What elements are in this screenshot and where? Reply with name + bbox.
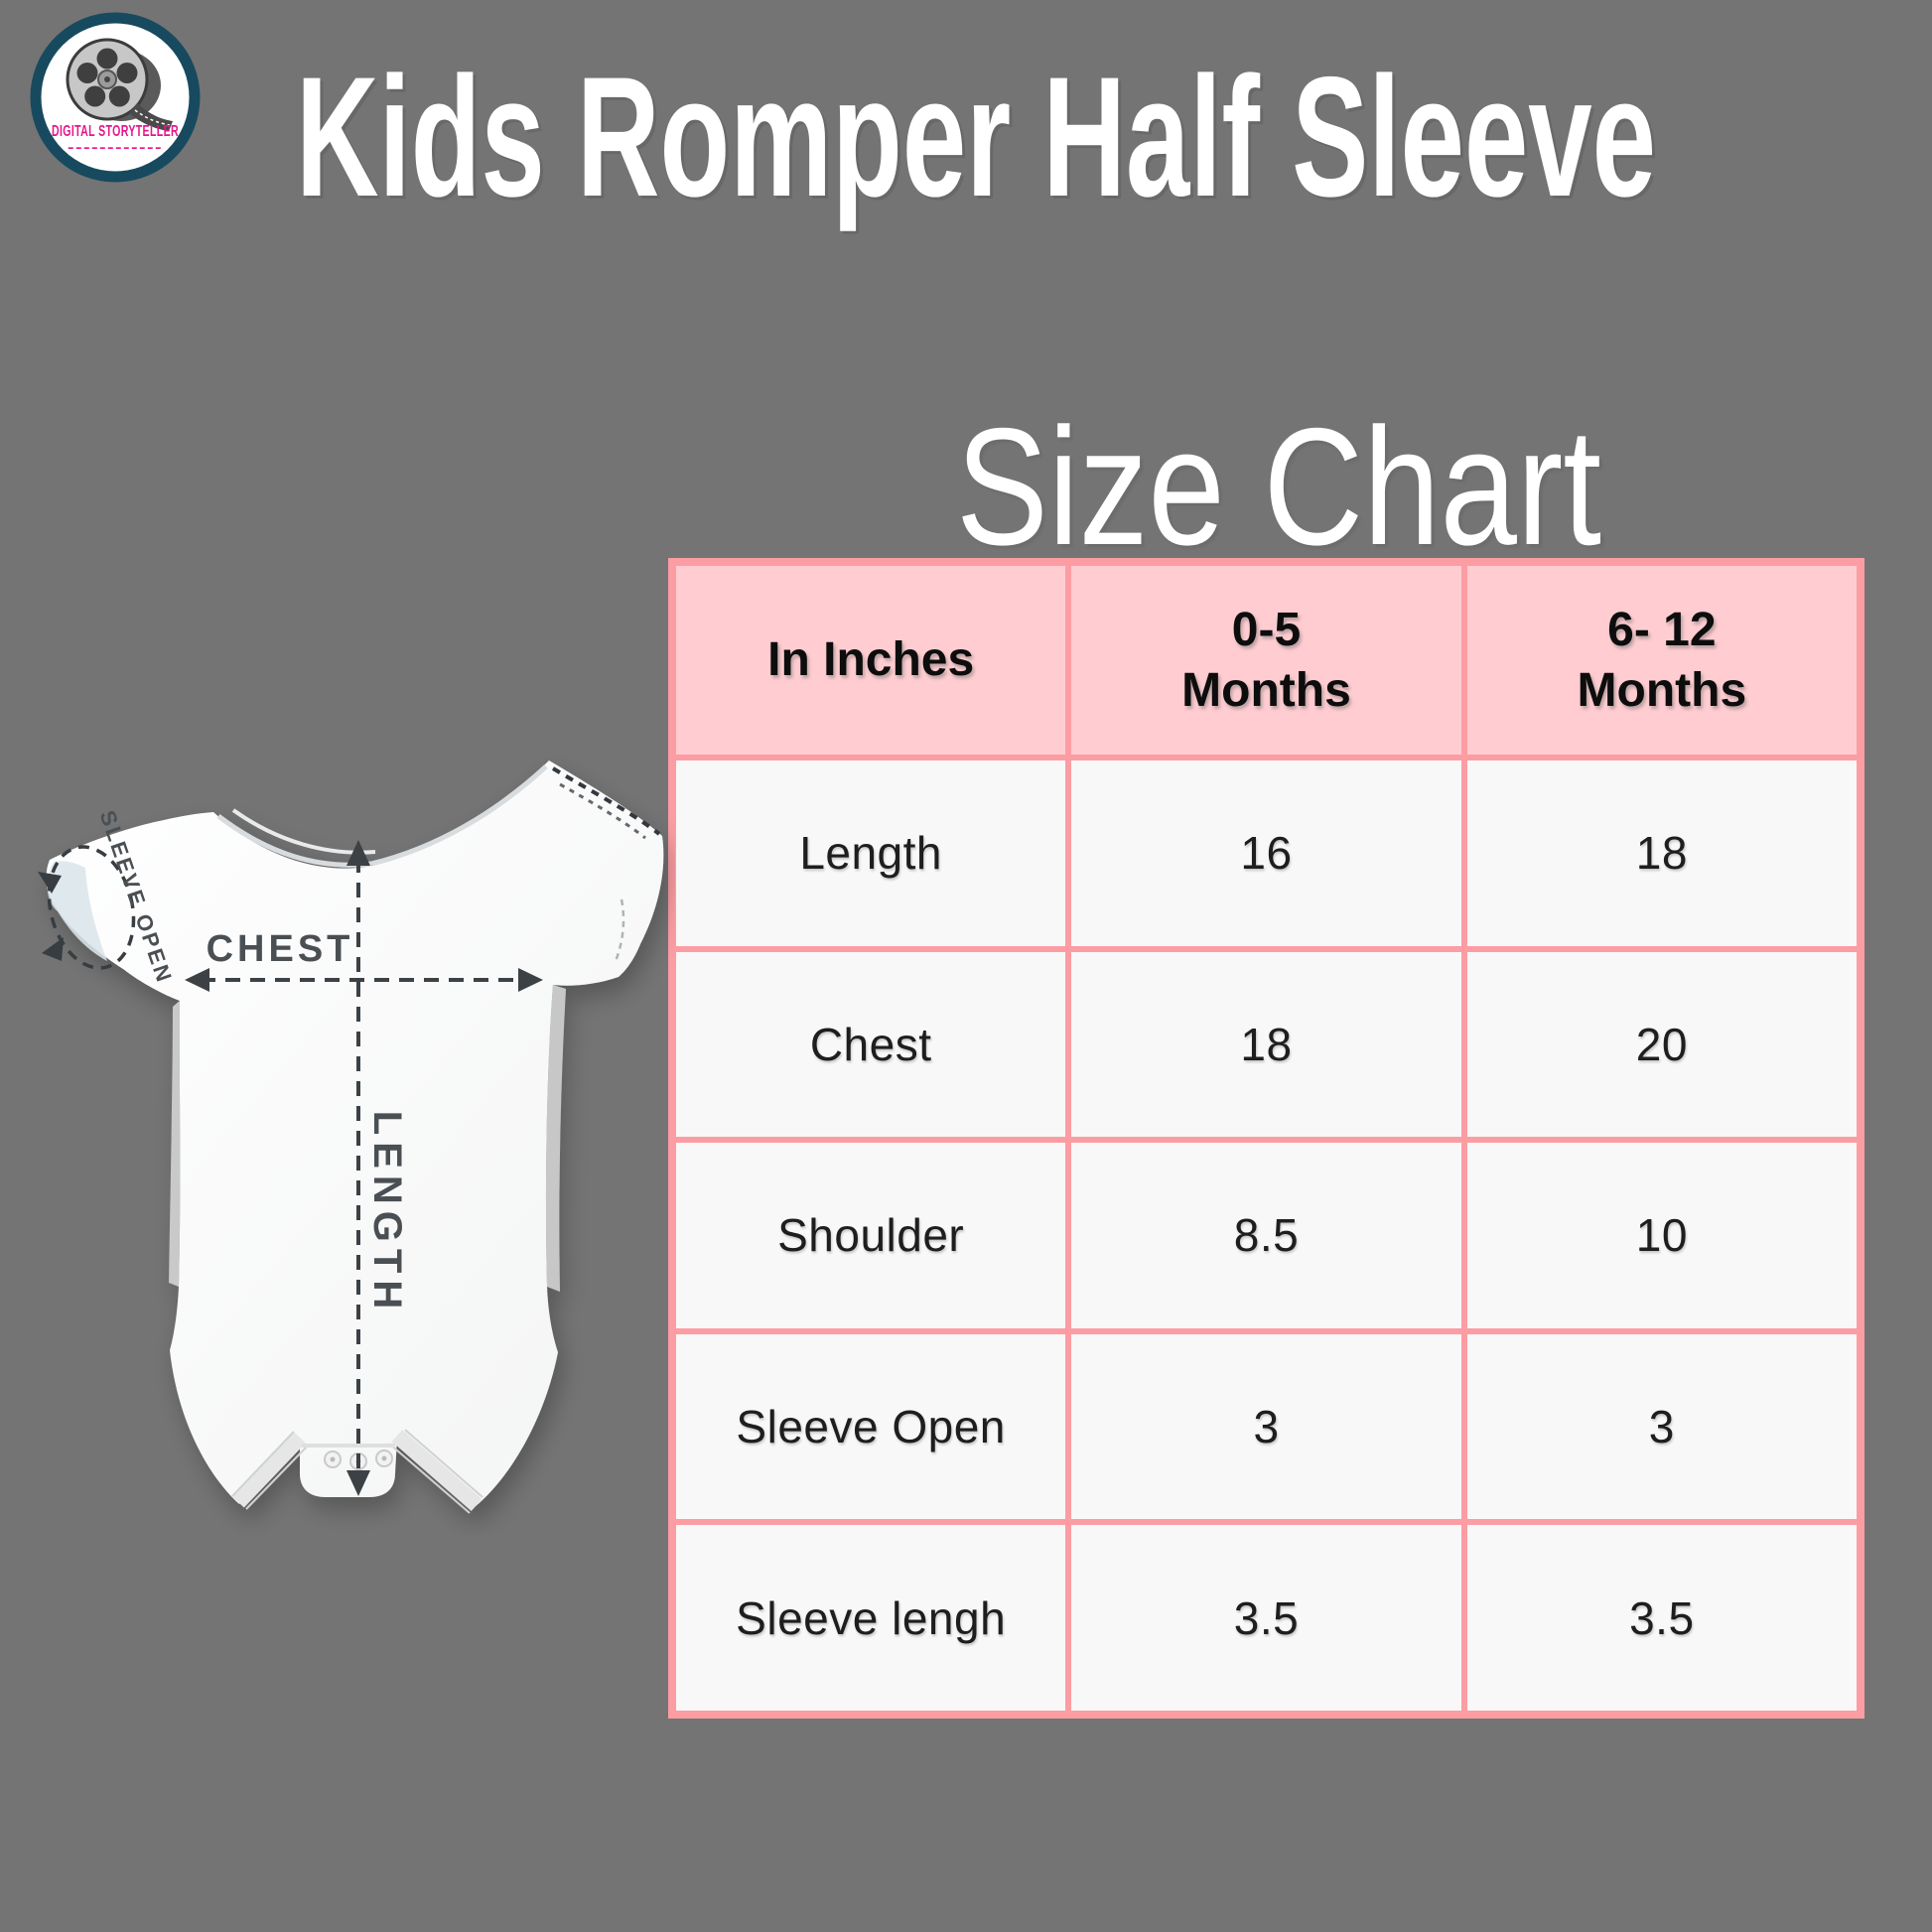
- chest-measure-arrow: CHEST: [185, 928, 543, 992]
- sleeve-seam-stitches: [551, 766, 661, 836]
- size-chart-table: In Inches 0-5 Months 6- 12 Months Length…: [668, 558, 1864, 1719]
- page-title: Kids Romper Half Sleeve: [296, 44, 1656, 232]
- romper-illustration: [46, 760, 664, 1514]
- romper-measurement-diagram: SLEEVE OPEN CHEST LENGTH: [38, 760, 664, 1514]
- chest-label: CHEST: [207, 928, 354, 970]
- romper-body: [46, 760, 664, 1507]
- row-label: Chest: [676, 951, 1066, 1138]
- sleeve-cuff-shade: [47, 861, 107, 961]
- col-header-0-5m: 0-5 Months: [1071, 566, 1461, 755]
- row-label: Length: [676, 760, 1066, 946]
- poster-title-graphic: Kids Romper Half Sleeve: [296, 44, 1656, 232]
- snap-buttons: [324, 1449, 393, 1470]
- length-label: LENGTH: [365, 1111, 409, 1315]
- col-header-6-12m: 6- 12 Months: [1466, 566, 1857, 755]
- brand-logo: DIGITAL STORYTELLER ------------: [30, 12, 201, 183]
- cell-value: 18: [1071, 951, 1461, 1138]
- arrowhead-up: [346, 840, 370, 866]
- logo-brand-name: DIGITAL STORYTELLER: [52, 123, 179, 140]
- cell-value: 3.5: [1071, 1525, 1461, 1711]
- cell-value: 16: [1071, 760, 1461, 946]
- logo-dashes: ------------: [68, 139, 163, 155]
- section-heading: Size Chart: [956, 417, 1601, 571]
- cell-value: 10: [1466, 1143, 1857, 1328]
- cell-value: 8.5: [1071, 1143, 1461, 1328]
- row-label: Shoulder: [676, 1143, 1066, 1328]
- brand-logo-graphic: DIGITAL STORYTELLER ------------: [30, 12, 201, 183]
- row-label: Sleeve lengh: [676, 1525, 1066, 1711]
- sleeve-open-arrowhead: [42, 937, 64, 961]
- arrowhead-down: [346, 1470, 370, 1496]
- length-measure-arrow: LENGTH: [346, 840, 409, 1496]
- row-label: Sleeve Open: [676, 1333, 1066, 1520]
- arrowhead-right: [518, 968, 543, 992]
- cell-value: 18: [1466, 760, 1857, 946]
- cell-value: 3: [1466, 1333, 1857, 1520]
- film-reel-icon: [66, 38, 173, 131]
- sleeve-open-arrowhead: [38, 872, 62, 894]
- cell-value: 3: [1071, 1333, 1461, 1520]
- col-header-unit: In Inches: [676, 566, 1066, 755]
- arrowhead-left: [185, 968, 209, 992]
- cell-value: 3.5: [1466, 1525, 1857, 1711]
- size-chart-heading-graphic: Size Chart: [956, 417, 1601, 571]
- cell-value: 20: [1466, 951, 1857, 1138]
